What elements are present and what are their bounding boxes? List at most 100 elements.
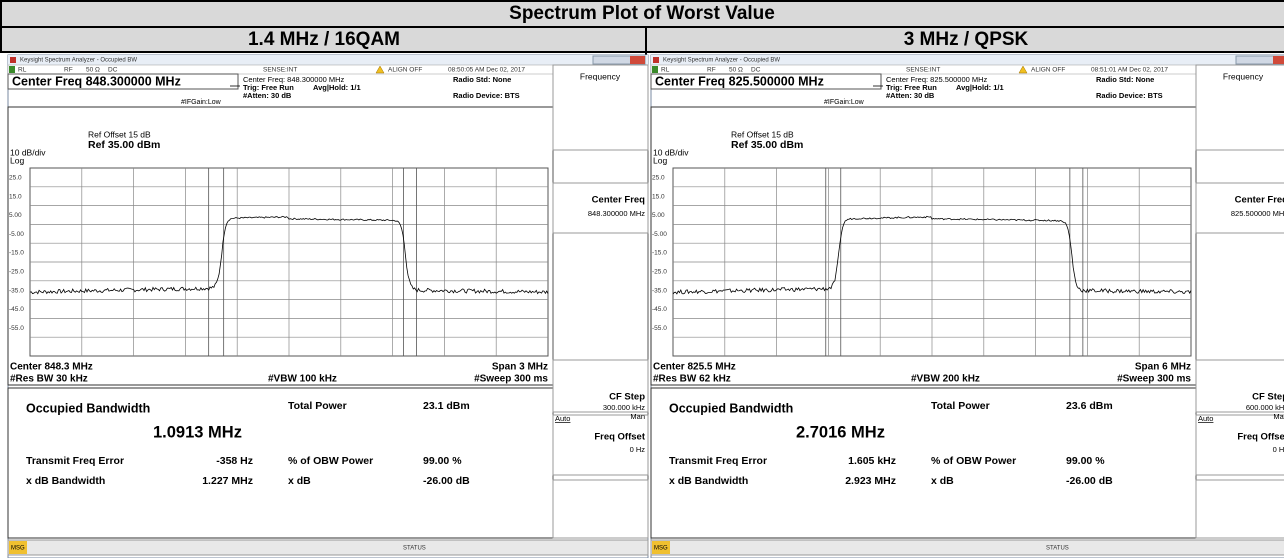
y-tick-label: 25.0	[652, 175, 665, 182]
measurement-box	[7, 387, 554, 539]
title-row	[0, 0, 1284, 28]
subtitle-row	[0, 26, 1284, 53]
softkey-label: Center Freq	[592, 195, 646, 206]
xdb-bw-label: x dB Bandwidth	[26, 475, 105, 487]
softkey-value: 0 Hz	[1273, 445, 1284, 454]
res-bw-label: #Res BW 30 kHz	[10, 374, 88, 385]
y-tick-label: -15.0	[9, 250, 24, 257]
softkey	[552, 64, 649, 151]
setting: Radio Std: None	[453, 75, 511, 84]
obw-power-label: % of OBW Power	[931, 455, 1016, 467]
status-sense: SENSE:INT	[263, 67, 297, 74]
msg-box	[9, 541, 27, 554]
softkey	[1195, 64, 1284, 151]
setting: Avg|Hold: 1/1	[956, 83, 1004, 92]
measurement-box	[650, 387, 1197, 539]
span-label: Span 6 MHz	[1135, 362, 1191, 373]
center-freq-title: Center Freq 825.500000 MHz	[655, 74, 824, 88]
softkey-option: Man	[1273, 412, 1284, 421]
ref-offset: Ref Offset 15 dB	[731, 129, 794, 139]
softkey	[1195, 479, 1284, 539]
status-coupling: DC	[751, 67, 761, 74]
freq-error-label: Transmit Freq Error	[26, 455, 124, 467]
softkey	[552, 359, 649, 413]
window-title: Keysight Spectrum Analyzer - Occupied BW	[663, 58, 780, 64]
status-label: STATUS	[1046, 546, 1069, 552]
status-rf: RF	[64, 67, 73, 74]
close-button	[630, 56, 645, 64]
xdb-value: -26.00 dB	[1066, 475, 1113, 487]
center-label: Center 848.3 MHz	[10, 362, 93, 373]
status-sense: SENSE:INT	[906, 67, 940, 74]
window-buttons	[1235, 55, 1284, 65]
y-tick-label: -25.0	[9, 269, 24, 276]
softkey	[552, 414, 649, 476]
softkey-value: 0 Hz	[630, 445, 646, 454]
softkey-menu: Frequency	[1223, 71, 1264, 81]
scale: 10 dB/div	[10, 147, 46, 157]
softkey-value: 848.300000 MHz	[588, 209, 645, 218]
center-freq-box	[7, 73, 239, 90]
softkey-value: 600.000 kHz	[1246, 403, 1284, 412]
status-align: ALIGN OFF	[1031, 67, 1065, 74]
softkey	[1195, 414, 1284, 476]
y-tick-label: -25.0	[652, 269, 667, 276]
y-tick-label: -45.0	[652, 306, 667, 313]
window-title: Keysight Spectrum Analyzer - Occupied BW	[20, 58, 137, 64]
table-title: Spectrum Plot of Worst Value	[509, 3, 775, 24]
setting: Trig: Free Run	[243, 83, 294, 92]
total-power-label: Total Power	[288, 400, 347, 412]
ref-level: Ref 35.00 dBm	[88, 139, 160, 151]
trace	[29, 215, 549, 295]
occupied-bw-value: 2.7016 MHz	[796, 423, 885, 441]
freq-error-label: Transmit Freq Error	[669, 455, 767, 467]
y-tick-label: -35.0	[652, 287, 667, 294]
app-icon	[10, 57, 16, 63]
setting: Center Freq: 848.300000 MHz	[243, 75, 345, 84]
message-bar	[7, 539, 649, 556]
message-bar	[650, 539, 1284, 556]
status-label: STATUS	[403, 546, 426, 552]
softkey-label: Freq Offset	[1237, 432, 1284, 443]
y-tick-label: 25.0	[9, 175, 22, 182]
close-button	[1273, 56, 1284, 64]
setting: Avg|Hold: 1/1	[313, 83, 361, 92]
y-tick-label: -45.0	[9, 306, 24, 313]
app-icon	[653, 57, 659, 63]
msg-box	[652, 541, 670, 554]
softkey	[552, 182, 649, 234]
xdb-label: x dB	[288, 475, 311, 487]
freq-error-value: 1.605 kHz	[848, 455, 896, 467]
obw-power-value: 99.00 %	[1066, 455, 1105, 467]
panel-label: 3 MHz / QPSK	[904, 29, 1029, 50]
setting: Trig: Free Run	[886, 83, 937, 92]
analyzer-screenshot: Keysight Spectrum Analyzer - Occupied BW…	[650, 54, 1284, 558]
scale: 10 dB/div	[653, 147, 689, 157]
setting: #IFGain:Low	[824, 99, 865, 106]
obw-power-value: 99.00 %	[423, 455, 462, 467]
panel-label: 1.4 MHz / 16QAM	[248, 29, 400, 50]
res-bw-label: #Res BW 62 kHz	[653, 374, 731, 385]
softkey-label: Center Freq	[1235, 195, 1284, 206]
warning-icon	[1018, 65, 1028, 74]
softkey-option: Man	[630, 412, 645, 421]
scale-type: Log	[10, 155, 24, 165]
title-bar	[651, 55, 1284, 65]
sweep-label: #Sweep 300 ms	[1117, 374, 1191, 385]
obw-power-label: % of OBW Power	[288, 455, 373, 467]
msg-label: MSG	[11, 546, 25, 552]
y-tick-label: -15.0	[652, 250, 667, 257]
softkey-value: 825.500000 MHz	[1231, 209, 1284, 218]
status-time: 08:50:05 AM Dec 02, 2017	[448, 67, 525, 74]
xdb-label: x dB	[931, 475, 954, 487]
occupied-bw-label: Occupied Bandwidth	[26, 401, 150, 415]
y-tick-label: -35.0	[9, 287, 24, 294]
y-tick-label: -5.00	[652, 231, 667, 238]
sweep-label: #Sweep 300 ms	[474, 374, 548, 385]
setting: #IFGain:Low	[181, 99, 222, 106]
y-tick-label: 5.00	[9, 212, 22, 219]
softkey-value: 300.000 kHz	[603, 403, 645, 412]
status-rl: RL	[661, 67, 670, 74]
total-power-label: Total Power	[931, 400, 990, 412]
setting: #Atten: 30 dB	[886, 91, 935, 100]
